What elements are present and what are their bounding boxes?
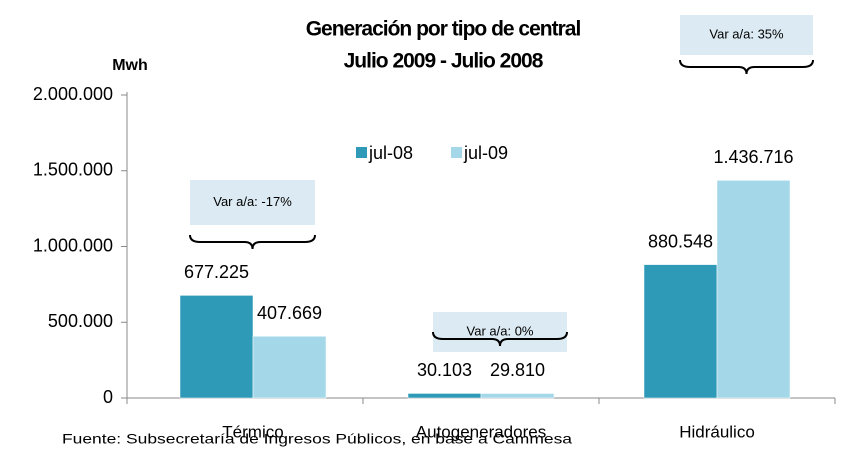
x-tick-label: Térmico <box>222 422 283 441</box>
bar <box>407 393 482 399</box>
callout-text: Var a/a: -17% <box>213 194 292 209</box>
value-label: 1.436.716 <box>713 147 793 167</box>
chart-subtitle: Julio 2009 - Julio 2008 <box>344 50 544 73</box>
y-axis-label: Mwh <box>112 57 148 74</box>
bar <box>179 295 254 399</box>
y-tick-label: 500.000 <box>48 311 113 331</box>
callout-box <box>190 180 315 225</box>
y-tick-label: 0 <box>103 387 113 407</box>
callout-text: Var a/a: 0% <box>467 323 534 338</box>
value-label: 880.548 <box>648 231 713 251</box>
callout-box <box>680 15 813 55</box>
brace <box>189 234 316 250</box>
brace <box>432 331 568 347</box>
y-tick-label: 1.500.000 <box>33 160 113 180</box>
y-tick-label: 2.000.000 <box>33 84 113 104</box>
bar <box>480 393 555 399</box>
callout-text: Var a/a: 35% <box>709 26 784 41</box>
chart-title: Generación por tipo de central <box>306 18 581 41</box>
bar <box>252 335 327 399</box>
value-label: 407.669 <box>257 303 322 323</box>
value-label: 677.225 <box>184 262 249 282</box>
brace <box>679 59 814 75</box>
legend-swatch <box>451 147 462 158</box>
y-tick-label: 1.000.000 <box>33 235 113 255</box>
legend-label: jul-08 <box>368 143 413 163</box>
x-tick-label: Autogeneradores <box>416 422 546 441</box>
value-label: 30.103 <box>417 360 472 380</box>
value-label: 29.810 <box>490 360 545 380</box>
x-tick-label: Hidráulico <box>679 422 755 441</box>
legend-swatch <box>356 147 367 158</box>
bar <box>643 264 718 399</box>
legend-label: jul-09 <box>463 143 508 163</box>
bar <box>716 180 791 399</box>
source-note: Fuente: Subsecretaría de Ingresos Públic… <box>62 431 572 447</box>
